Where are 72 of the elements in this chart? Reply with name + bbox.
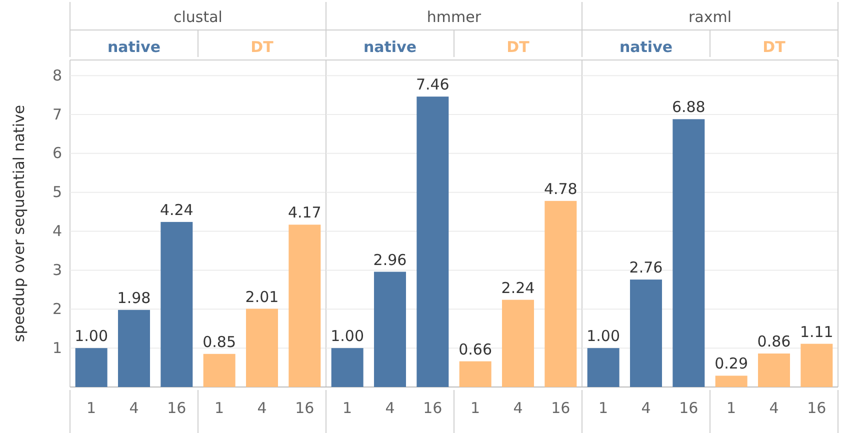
- x-tick-label: 4: [385, 399, 395, 417]
- x-tick-label: 16: [807, 399, 826, 417]
- bar: [587, 348, 620, 387]
- x-tick-label: 4: [769, 399, 779, 417]
- text: DT: [250, 38, 274, 56]
- y-tick-label: 6: [52, 144, 62, 162]
- y-tick-label: 2: [52, 300, 62, 318]
- bar: [416, 96, 449, 387]
- data-label: 4.17: [288, 204, 322, 222]
- data-label: 4.78: [544, 180, 578, 198]
- data-label: 4.24: [160, 200, 194, 219]
- bar: [758, 354, 790, 387]
- x-tick-label: 4: [513, 399, 523, 417]
- bar: [75, 348, 108, 387]
- x-tick-label: 1: [86, 399, 96, 417]
- data-label: 0.86: [757, 332, 791, 351]
- data-label: 1.11: [800, 322, 834, 341]
- x-tick-label: 1: [214, 399, 224, 417]
- data-label: 0.85: [202, 332, 236, 351]
- x-tick-label: 4: [129, 399, 139, 417]
- chart-title: hmmer: [426, 8, 482, 26]
- bar: [160, 222, 193, 387]
- y-tick-label: 7: [52, 105, 62, 124]
- bar: [331, 348, 364, 387]
- x-tick-label: 16: [295, 399, 314, 417]
- y-tick-label: 8: [52, 66, 62, 84]
- data-label: 1.00: [74, 327, 108, 346]
- data-label: 2.01: [245, 288, 279, 306]
- text: native: [363, 38, 417, 56]
- bar: [118, 310, 150, 387]
- text: native: [619, 38, 673, 56]
- text: DT: [506, 38, 530, 56]
- data-label: 1.98: [117, 288, 151, 307]
- y-tick-label: 3: [52, 261, 62, 280]
- data-label: 0.29: [714, 354, 748, 373]
- x-tick-label: 16: [551, 399, 570, 417]
- x-tick-label: 1: [470, 399, 480, 417]
- data-label: 2.24: [501, 278, 535, 297]
- chart-title: clustal: [174, 8, 222, 26]
- y-axis-title: speedup over sequential native: [10, 104, 28, 342]
- y-tick-label: 4: [52, 222, 62, 240]
- x-tick-label: 1: [598, 399, 608, 417]
- data-label: 6.88: [672, 98, 706, 116]
- data-label: 1.00: [330, 327, 364, 346]
- x-tick-label: 16: [423, 399, 442, 417]
- data-label: 1.00: [586, 327, 620, 346]
- bar: [203, 354, 236, 387]
- bar: [544, 200, 577, 387]
- data-label: 0.66: [458, 340, 492, 358]
- bar: [246, 308, 278, 387]
- text: DT: [762, 38, 786, 56]
- data-label: 7.46: [416, 76, 450, 94]
- x-tick-label: 4: [641, 399, 651, 417]
- bar: [288, 224, 321, 387]
- bar: [630, 280, 662, 387]
- bar: [672, 119, 705, 387]
- y-tick-label: 5: [52, 183, 62, 202]
- bar: [715, 376, 748, 387]
- x-tick-label: 4: [257, 399, 267, 417]
- bar: [800, 344, 833, 387]
- chart-title: raxml: [688, 8, 732, 26]
- bar: [459, 361, 492, 387]
- x-tick-label: 1: [726, 399, 736, 417]
- data-label: 2.76: [629, 258, 663, 277]
- x-tick-label: 16: [679, 399, 698, 417]
- text: native: [107, 38, 161, 56]
- x-tick-label: 1: [342, 399, 352, 417]
- data-label: 2.96: [373, 250, 407, 269]
- x-tick-label: 16: [167, 399, 186, 417]
- bar: [502, 300, 534, 387]
- bar: [374, 272, 406, 387]
- y-tick-label: 1: [52, 338, 62, 357]
